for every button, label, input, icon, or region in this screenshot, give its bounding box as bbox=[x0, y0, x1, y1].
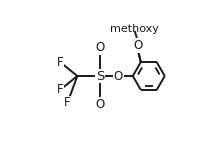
Text: O: O bbox=[114, 69, 123, 83]
Text: O: O bbox=[95, 41, 105, 54]
Text: F: F bbox=[64, 96, 71, 109]
Text: F: F bbox=[57, 83, 63, 96]
Text: S: S bbox=[96, 69, 104, 83]
Text: O: O bbox=[133, 39, 142, 52]
Text: F: F bbox=[57, 56, 63, 69]
Text: O: O bbox=[95, 98, 105, 111]
Text: methoxy: methoxy bbox=[110, 24, 159, 35]
